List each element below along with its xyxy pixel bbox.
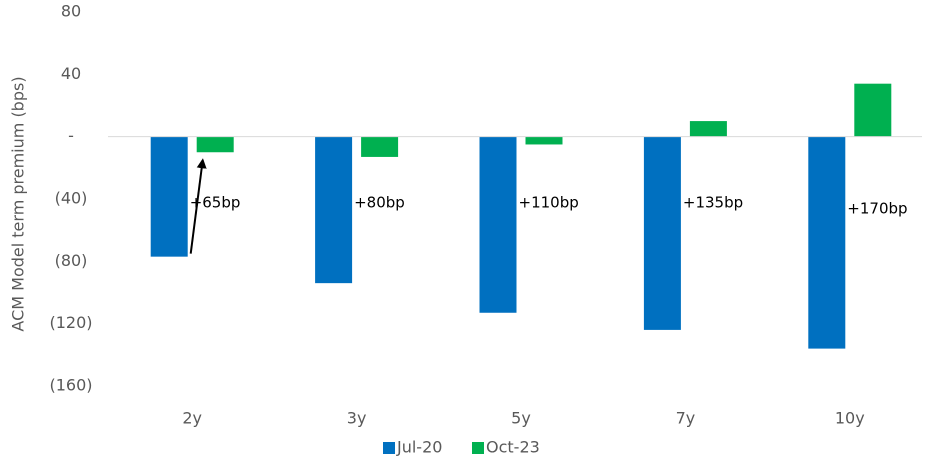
bar-oct-23-10y xyxy=(854,83,892,137)
y-tick-label: 80 xyxy=(61,2,81,21)
bar-jul-20-7y xyxy=(643,136,681,330)
y-axis-label: ACM Model term premium (bps) xyxy=(9,76,28,331)
bar-jul-20-3y xyxy=(315,136,353,284)
bars xyxy=(150,83,892,349)
x-tick-label: 2y xyxy=(182,409,202,428)
y-tick-label: (120) xyxy=(49,313,92,332)
bar-oct-23-2y xyxy=(196,136,234,153)
y-axis-ticks: 80 40 - (40) (80) (120) (160) xyxy=(49,2,92,395)
bar-oct-23-3y xyxy=(361,136,399,157)
change-annotation: +80bp xyxy=(354,194,405,212)
y-tick-label: - xyxy=(68,126,74,145)
bar-oct-23-7y xyxy=(689,121,727,137)
bar-oct-23-5y xyxy=(525,136,563,145)
bar-jul-20-10y xyxy=(808,136,846,349)
legend-label: Oct-23 xyxy=(486,438,540,457)
change-arrow xyxy=(189,158,207,254)
y-tick-label: 40 xyxy=(61,64,81,83)
x-tick-label: 7y xyxy=(676,409,696,428)
x-axis-ticks: 2y 3y 5y 7y 10y xyxy=(182,409,864,428)
bar-jul-20-2y xyxy=(150,136,188,257)
change-annotation: +65bp xyxy=(190,194,241,212)
legend-swatch-jul-20 xyxy=(383,442,395,454)
y-tick-label: (160) xyxy=(49,376,92,395)
x-tick-label: 3y xyxy=(347,409,367,428)
legend-swatch-oct-23 xyxy=(472,442,484,454)
change-annotation: +110bp xyxy=(519,194,579,212)
bar-jul-20-5y xyxy=(479,136,517,313)
legend-label: Jul-20 xyxy=(396,438,442,457)
x-tick-label: 10y xyxy=(835,409,865,428)
change-annotation: +170bp xyxy=(847,200,907,218)
x-tick-label: 5y xyxy=(511,409,531,428)
y-tick-label: (80) xyxy=(55,251,88,270)
change-annotation: +135bp xyxy=(683,194,743,212)
legend: Jul-20 Oct-23 xyxy=(383,438,540,457)
y-tick-label: (40) xyxy=(55,189,88,208)
annotations: +65bp +80bp +110bp +135bp +170bp xyxy=(189,158,908,254)
